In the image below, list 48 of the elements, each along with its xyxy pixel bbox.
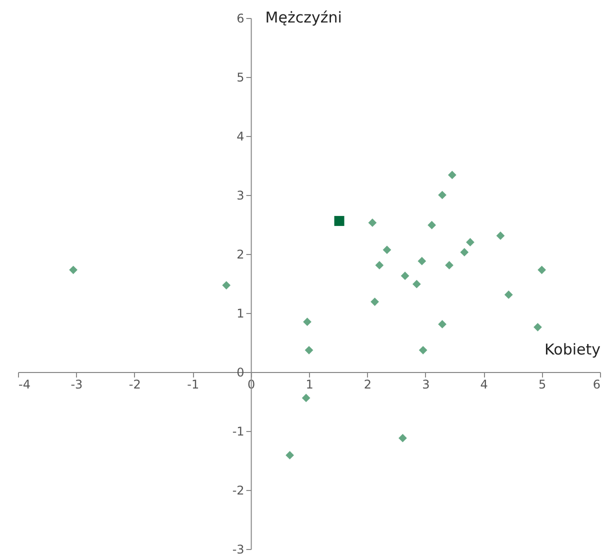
point: [428, 220, 436, 230]
x-tick-label: 2: [364, 378, 372, 392]
y-tick-label: 6: [236, 12, 244, 26]
y-tick-label: -2: [232, 484, 244, 498]
point: [375, 261, 384, 270]
point: [400, 272, 410, 280]
y-axis-title: Mężczyźni: [265, 8, 342, 26]
y-tick-label: 4: [236, 130, 244, 144]
x-tick-label: -2: [128, 378, 141, 392]
x-tick-label: 4: [480, 378, 488, 392]
point: [334, 216, 344, 226]
x-tick-label: 3: [422, 378, 430, 392]
y-tick-label: 1: [236, 306, 244, 320]
point: [382, 246, 392, 254]
x-tick-label: 5: [538, 378, 546, 392]
point: [304, 346, 314, 354]
x-tick-label: -3: [70, 378, 83, 392]
point: [534, 322, 542, 332]
y-tick-label: 2: [236, 248, 244, 262]
point: [418, 256, 426, 266]
point: [370, 298, 379, 306]
point: [538, 266, 546, 274]
point: [303, 318, 312, 326]
y-tick-label: 3: [236, 188, 244, 202]
point: [466, 238, 474, 246]
x-tick-label: 1: [306, 378, 314, 392]
point: [69, 266, 78, 274]
point: [438, 320, 446, 328]
point: [302, 394, 310, 402]
y-tick-label: -1: [232, 424, 244, 438]
x-tick-label: -1: [187, 378, 200, 392]
point: [445, 261, 454, 270]
y-tick-label: 5: [236, 70, 244, 84]
point: [286, 451, 294, 460]
point: [368, 218, 377, 227]
point: [412, 280, 421, 288]
point: [418, 346, 428, 354]
x-axis-title: Kobiety: [544, 340, 601, 358]
y-tick-label: -3: [232, 542, 244, 556]
x-tick-label: 6: [592, 378, 600, 392]
point: [496, 232, 505, 240]
x-tick-label: -4: [18, 378, 30, 392]
point: [438, 190, 446, 200]
point: [222, 281, 231, 290]
point: [448, 170, 456, 180]
point: [398, 434, 407, 442]
point: [504, 290, 513, 299]
point: [460, 248, 469, 256]
